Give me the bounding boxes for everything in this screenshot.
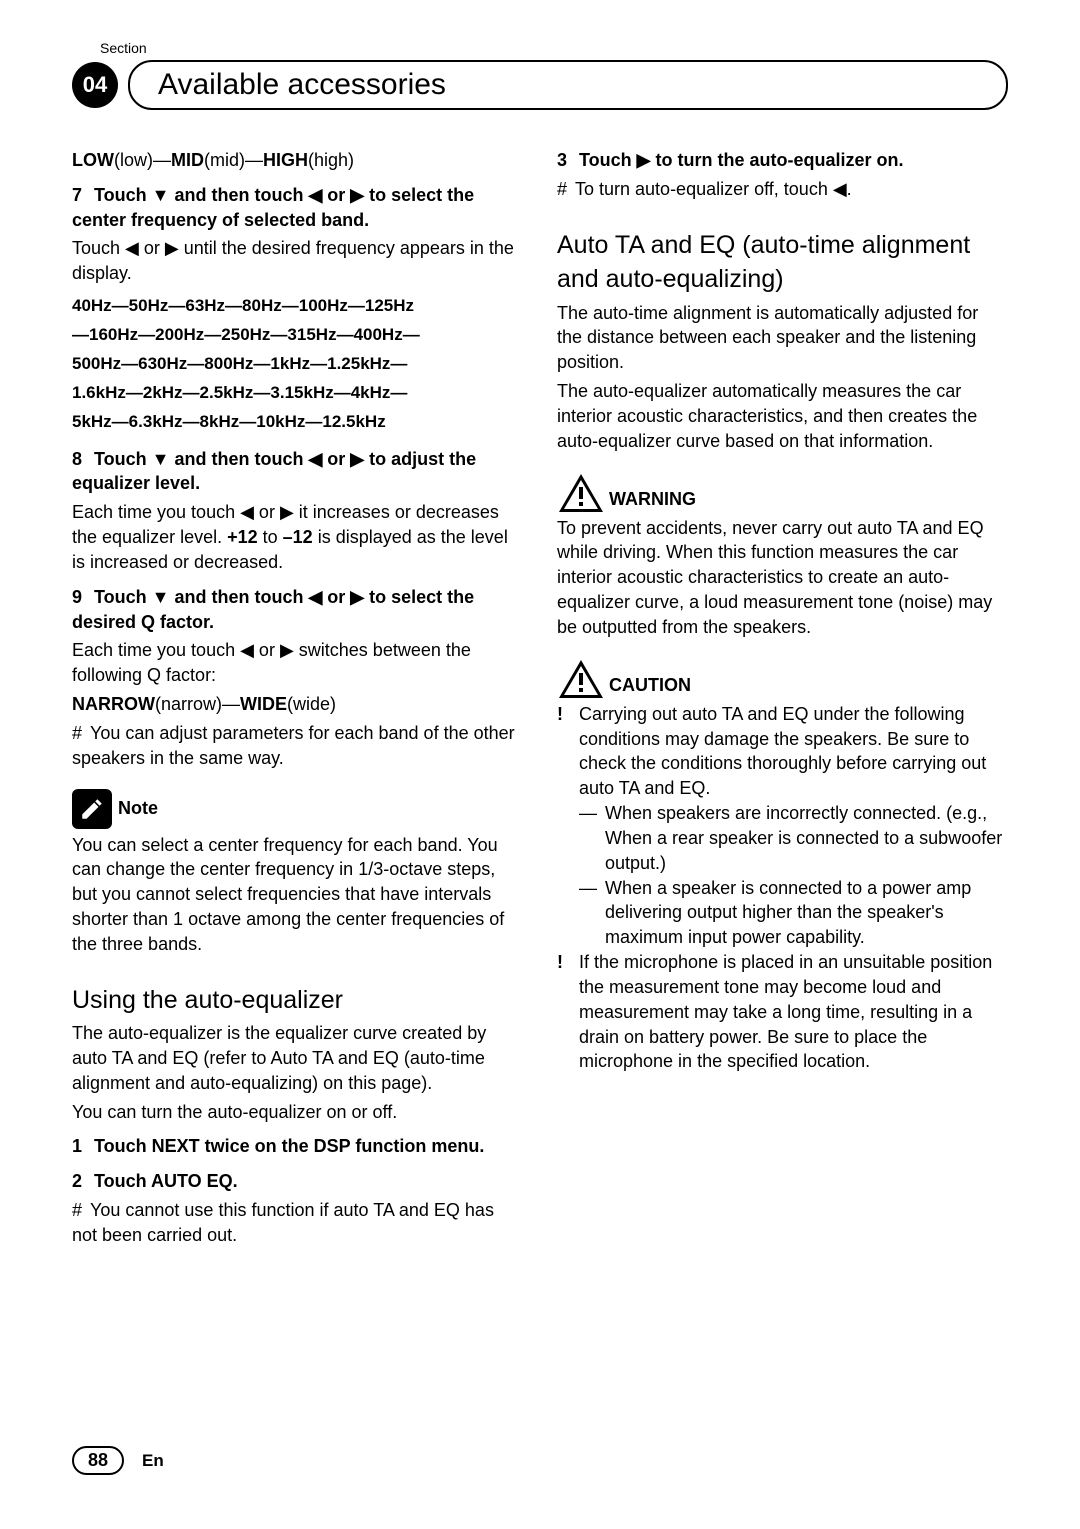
warning-triangle-icon <box>557 472 605 514</box>
auto-ta-p1: The auto-time alignment is automatically… <box>557 301 1008 375</box>
warning-body: To prevent accidents, never carry out au… <box>557 516 1008 640</box>
caution-triangle-icon <box>557 658 605 700</box>
caution-icon: CAUTION <box>557 658 1008 700</box>
step-9-body: Each time you touch ◀ or ▶ switches betw… <box>72 638 523 688</box>
caution-item: ! Carrying out auto TA and EQ under the … <box>557 702 1008 801</box>
step-1-heading: 1Touch NEXT twice on the DSP function me… <box>72 1134 523 1159</box>
caution-subitem: —When speakers are incorrectly connected… <box>579 801 1008 875</box>
section-number-badge: 04 <box>72 62 118 108</box>
freq-row: 1.6kHz—2kHz—2.5kHz—3.15kHz—4kHz— <box>72 379 523 408</box>
frequency-table: 40Hz—50Hz—63Hz—80Hz—100Hz—125Hz —160Hz—2… <box>72 292 523 436</box>
caution-subitem: —When a speaker is connected to a power … <box>579 876 1008 950</box>
step-7-heading: 7Touch ▼ and then touch ◀ or ▶ to select… <box>72 183 523 233</box>
heading-auto-ta-eq: Auto TA and EQ (auto-time alignment and … <box>557 228 1008 297</box>
low-mid-high-line: LOW(low)—MID(mid)—HIGH(high) <box>72 148 523 173</box>
right-column: 3Touch ▶ to turn the auto-equalizer on. … <box>557 148 1008 1252</box>
section-label: Section <box>100 40 1008 56</box>
note-body: You can select a center frequency for ea… <box>72 833 523 957</box>
step-2-heading: 2Touch AUTO EQ. <box>72 1169 523 1194</box>
note-icon: Note <box>72 789 158 829</box>
left-column: LOW(low)—MID(mid)—HIGH(high) 7Touch ▼ an… <box>72 148 523 1252</box>
step-3-heading: 3Touch ▶ to turn the auto-equalizer on. <box>557 148 1008 173</box>
step-8-body: Each time you touch ◀ or ▶ it increases … <box>72 500 523 574</box>
step-2-note: #You cannot use this function if auto TA… <box>72 1198 523 1248</box>
page-number: 88 <box>72 1446 124 1475</box>
freq-row: 5kHz—6.3kHz—8kHz—10kHz—12.5kHz <box>72 408 523 437</box>
step-3-note: #To turn auto-equalizer off, touch ◀. <box>557 177 1008 202</box>
caution-list: ! Carrying out auto TA and EQ under the … <box>557 702 1008 1074</box>
auto-ta-p2: The auto-equalizer automatically measure… <box>557 379 1008 453</box>
step-9-note: #You can adjust parameters for each band… <box>72 721 523 771</box>
header-row: 04 Available accessories <box>72 60 1008 110</box>
caution-item: ! If the microphone is placed in an unsu… <box>557 950 1008 1074</box>
step-7-body: Touch ◀ or ▶ until the desired frequency… <box>72 236 523 286</box>
footer: 88 En <box>72 1446 164 1475</box>
freq-row: —160Hz—200Hz—250Hz—315Hz—400Hz— <box>72 321 523 350</box>
autoeq-body-2: You can turn the auto-equalizer on or of… <box>72 1100 523 1125</box>
warning-icon: WARNING <box>557 472 1008 514</box>
page-title: Available accessories <box>128 60 1008 110</box>
heading-auto-equalizer: Using the auto-equalizer <box>72 983 523 1018</box>
autoeq-body: The auto-equalizer is the equalizer curv… <box>72 1021 523 1095</box>
freq-row: 40Hz—50Hz—63Hz—80Hz—100Hz—125Hz <box>72 292 523 321</box>
freq-row: 500Hz—630Hz—800Hz—1kHz—1.25kHz— <box>72 350 523 379</box>
narrow-wide-line: NARROW(narrow)—WIDE(wide) <box>72 692 523 717</box>
step-8-heading: 8Touch ▼ and then touch ◀ or ▶ to adjust… <box>72 447 523 497</box>
content-columns: LOW(low)—MID(mid)—HIGH(high) 7Touch ▼ an… <box>72 148 1008 1252</box>
language-label: En <box>142 1451 164 1471</box>
pencil-icon <box>72 789 112 829</box>
step-9-heading: 9Touch ▼ and then touch ◀ or ▶ to select… <box>72 585 523 635</box>
